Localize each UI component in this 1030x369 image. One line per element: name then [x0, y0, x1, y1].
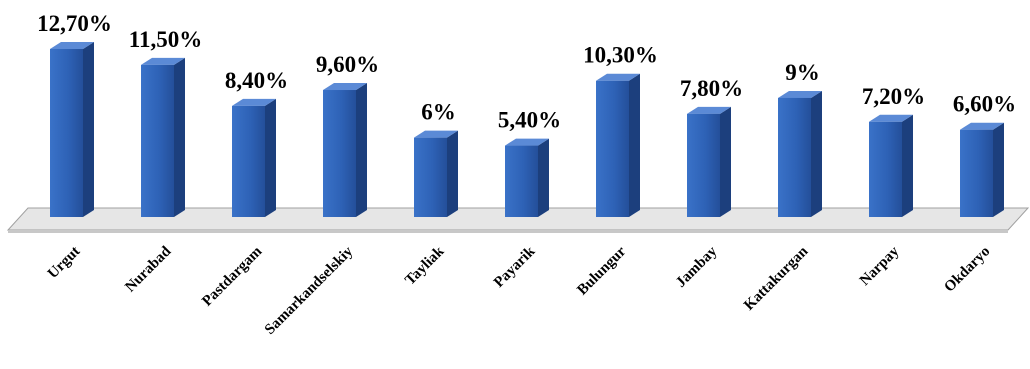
bar-top-face — [687, 106, 731, 114]
category-label: Pastdargam — [199, 243, 265, 309]
category-label: Urgut — [45, 244, 83, 282]
data-labels-group: 12,70% 11,50% 8,40% 9,60% 6% 5,40% 10,30% 7,80%… — [37, 11, 1016, 133]
bar — [141, 57, 185, 217]
bar — [869, 114, 913, 217]
data-label: 7,20% — [862, 84, 925, 109]
bar — [414, 130, 458, 217]
bar-side-face — [811, 90, 822, 217]
bar-front-face — [323, 90, 356, 217]
bar-front-face — [505, 145, 538, 217]
category-label: Narpay — [857, 243, 903, 289]
data-label: 6,60% — [953, 92, 1016, 117]
bar-front-face — [869, 121, 902, 217]
bar-side-face — [993, 122, 1004, 217]
bar — [505, 138, 549, 217]
bar — [50, 42, 94, 217]
bar-top-face — [232, 98, 276, 106]
data-label: 10,30% — [583, 43, 658, 68]
bar-top-face — [505, 138, 549, 146]
data-label: 9% — [785, 60, 820, 85]
category-label: Bulungur — [574, 243, 629, 298]
bar-top-face — [596, 73, 640, 81]
category-label: Nurabad — [122, 243, 174, 295]
bar-top-face — [50, 42, 94, 49]
bar-front-face — [414, 137, 447, 217]
data-label: 12,70% — [37, 11, 112, 36]
data-label: 7,80% — [680, 76, 743, 101]
bar-side-face — [83, 42, 94, 217]
bar-top-face — [323, 83, 367, 91]
data-label: 5,40% — [498, 108, 561, 133]
category-label: Samarkandselskiy — [262, 243, 357, 338]
bar-top-face — [414, 130, 458, 138]
bar-front-face — [687, 113, 720, 217]
category-label: Tayliak — [402, 243, 448, 289]
bar-side-face — [902, 114, 913, 217]
bar-top-face — [869, 114, 913, 122]
bar — [232, 98, 276, 217]
data-label: 6% — [421, 100, 456, 125]
category-label: Payarik — [491, 243, 539, 291]
bar-front-face — [50, 49, 83, 217]
data-label: 11,50% — [129, 27, 202, 52]
bar-side-face — [265, 98, 276, 217]
bars-group — [50, 42, 1004, 217]
bar-top-face — [778, 90, 822, 98]
bar-front-face — [141, 64, 174, 217]
bar-front-face — [778, 97, 811, 217]
bar — [596, 73, 640, 217]
data-label: 9,60% — [316, 52, 379, 77]
data-label: 8,40% — [225, 68, 288, 93]
bar — [778, 90, 822, 217]
bar-front-face — [960, 129, 993, 217]
bar-top-face — [141, 57, 185, 65]
chart-floor-edge — [8, 230, 1008, 233]
bar — [960, 122, 1004, 217]
bar-side-face — [356, 83, 367, 217]
bar — [323, 83, 367, 217]
bar-side-face — [720, 106, 731, 217]
bar-front-face — [232, 105, 265, 217]
bar-front-face — [596, 80, 629, 217]
bar-top-face — [960, 122, 1004, 130]
bar-side-face — [447, 130, 458, 217]
category-label: Okdaryo — [941, 244, 993, 296]
category-label: Jambay — [673, 243, 721, 291]
category-label: Kattakurgan — [741, 243, 812, 314]
bar — [687, 106, 731, 217]
bar-side-face — [538, 138, 549, 217]
bar-side-face — [174, 57, 185, 217]
bar-side-face — [629, 73, 640, 217]
